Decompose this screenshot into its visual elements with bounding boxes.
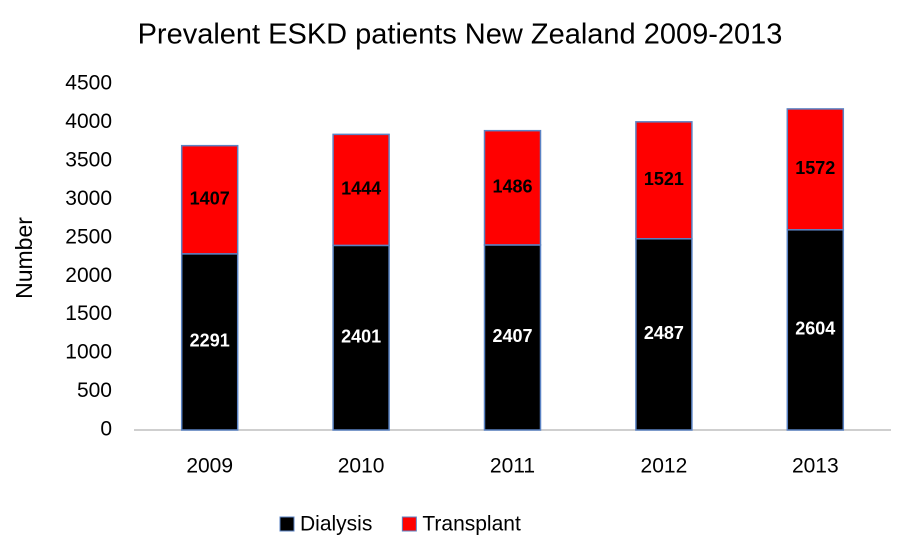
bar-segment [635, 238, 693, 431]
bar-segment [332, 133, 390, 247]
bar-segment [786, 229, 845, 431]
data-label: 2291 [190, 331, 230, 351]
y-tick-label: 0 [100, 418, 112, 441]
y-tick-label: 4500 [65, 72, 112, 95]
y-tick-label: 3500 [65, 148, 112, 171]
x-tick-label: 2012 [641, 455, 688, 478]
bar-segment [483, 129, 542, 246]
bar-segment [180, 253, 239, 431]
legend-label: Transplant [422, 513, 521, 536]
y-axis-label: Number [11, 217, 37, 299]
data-label: 1486 [492, 177, 532, 197]
bar-segment [786, 108, 845, 231]
legend-swatch [401, 516, 417, 532]
data-label: 1444 [341, 179, 381, 199]
data-label: 1572 [795, 158, 835, 178]
y-tick-label: 1000 [65, 341, 112, 364]
data-label: 2401 [341, 326, 381, 346]
bar-segment [180, 144, 239, 255]
y-tick-label: 3000 [65, 187, 112, 210]
data-label: 1521 [644, 169, 684, 189]
y-tick-label: 500 [77, 379, 112, 402]
chart-title: Prevalent ESKD patients New Zealand 2009… [138, 19, 783, 51]
x-tick-label: 2011 [490, 455, 535, 478]
bar-segment [635, 121, 693, 240]
x-tick-label: 2009 [186, 455, 233, 478]
y-tick-label: 1500 [65, 302, 112, 325]
y-tick-label: 4000 [65, 110, 112, 133]
data-label: 2604 [795, 319, 835, 339]
data-label: 2487 [644, 323, 684, 343]
legend-label: Dialysis [300, 513, 372, 536]
x-tick-label: 2010 [338, 455, 385, 478]
y-tick-label: 2000 [65, 264, 112, 287]
x-tick-label: 2013 [792, 455, 839, 478]
y-tick-label: 2500 [65, 225, 112, 248]
legend-swatch [279, 516, 295, 532]
bar-segment [483, 244, 542, 431]
data-label: 1407 [190, 189, 230, 209]
data-label: 2407 [492, 326, 532, 346]
